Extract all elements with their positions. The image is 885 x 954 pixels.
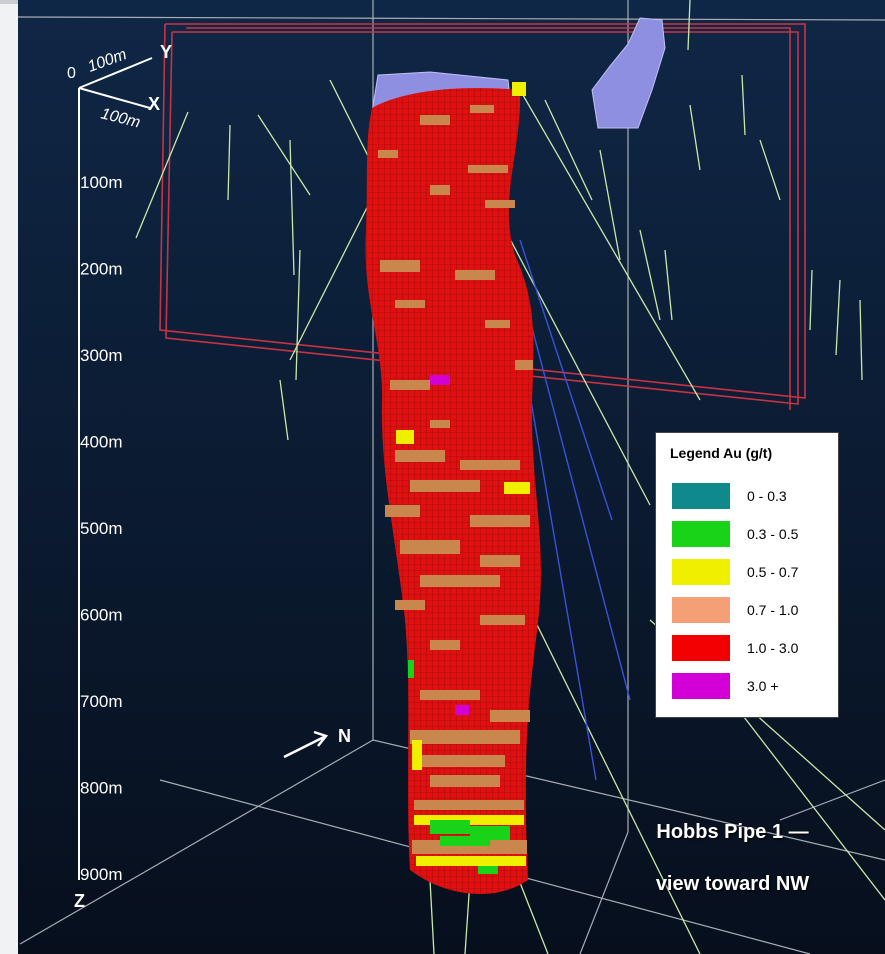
depth-tick-label: 500m bbox=[80, 519, 123, 538]
legend-item: 0.7 - 1.0 bbox=[672, 597, 832, 623]
legend-range-label: 3.0 + bbox=[747, 678, 779, 694]
depth-tick-label: 400m bbox=[80, 433, 123, 452]
legend-swatch bbox=[672, 673, 730, 699]
legend-range-label: 0.3 - 0.5 bbox=[747, 526, 799, 542]
legend-item: 1.0 - 3.0 bbox=[672, 635, 832, 661]
depth-tick-label: 200m bbox=[80, 260, 123, 279]
caption-line-1: Hobbs Pipe 1 — bbox=[656, 821, 809, 843]
model-view: 0 100m Y X 100m Z 100m200m300m400m500m60… bbox=[18, 0, 885, 954]
legend-swatch bbox=[672, 635, 730, 661]
north-label: N bbox=[338, 726, 351, 746]
legend-item: 0 - 0.3 bbox=[672, 483, 832, 509]
legend-title: Legend Au (g/t) bbox=[670, 445, 773, 461]
legend-item: 3.0 + bbox=[672, 673, 832, 699]
caption-line-2: view toward NW bbox=[655, 873, 810, 895]
legend-item: 0.3 - 0.5 bbox=[672, 521, 832, 547]
legend-range-label: 0.7 - 1.0 bbox=[747, 602, 799, 618]
depth-tick-label: 300m bbox=[80, 346, 123, 365]
north-arrow: N bbox=[283, 726, 351, 759]
x-axis-label: X bbox=[148, 94, 160, 114]
depth-tick-label: 700m bbox=[80, 692, 123, 711]
legend-range-label: 0.5 - 0.7 bbox=[747, 564, 799, 580]
section-planes bbox=[159, 23, 806, 410]
y-axis-label: Y bbox=[160, 42, 172, 62]
depth-tick-label: 900m bbox=[80, 865, 123, 884]
legend-swatch bbox=[672, 559, 730, 585]
ore-pipe bbox=[365, 82, 542, 894]
legend-range-label: 1.0 - 3.0 bbox=[747, 640, 799, 656]
left-margin-strip bbox=[0, 0, 18, 954]
legend-swatch bbox=[672, 521, 730, 547]
legend-swatch bbox=[672, 597, 730, 623]
depth-axis: 0 100m Y X 100m Z 100m200m300m400m500m60… bbox=[67, 42, 172, 911]
caption: Hobbs Pipe 1 — view toward NW bbox=[600, 806, 865, 910]
legend-item: 0.5 - 0.7 bbox=[672, 559, 832, 585]
depth-tick-label: 600m bbox=[80, 606, 123, 625]
depth-tick-label: 800m bbox=[80, 779, 123, 798]
depth-tick-label: 100m bbox=[80, 173, 123, 192]
grade-legend: Legend Au (g/t) 0 - 0.3 0.3 - 0.5 0.5 - 0.… bbox=[655, 432, 839, 718]
origin-label: 0 bbox=[67, 65, 76, 82]
z-axis-label: Z bbox=[74, 891, 85, 911]
legend-range-label: 0 - 0.3 bbox=[747, 488, 787, 504]
legend-swatch bbox=[672, 483, 730, 509]
